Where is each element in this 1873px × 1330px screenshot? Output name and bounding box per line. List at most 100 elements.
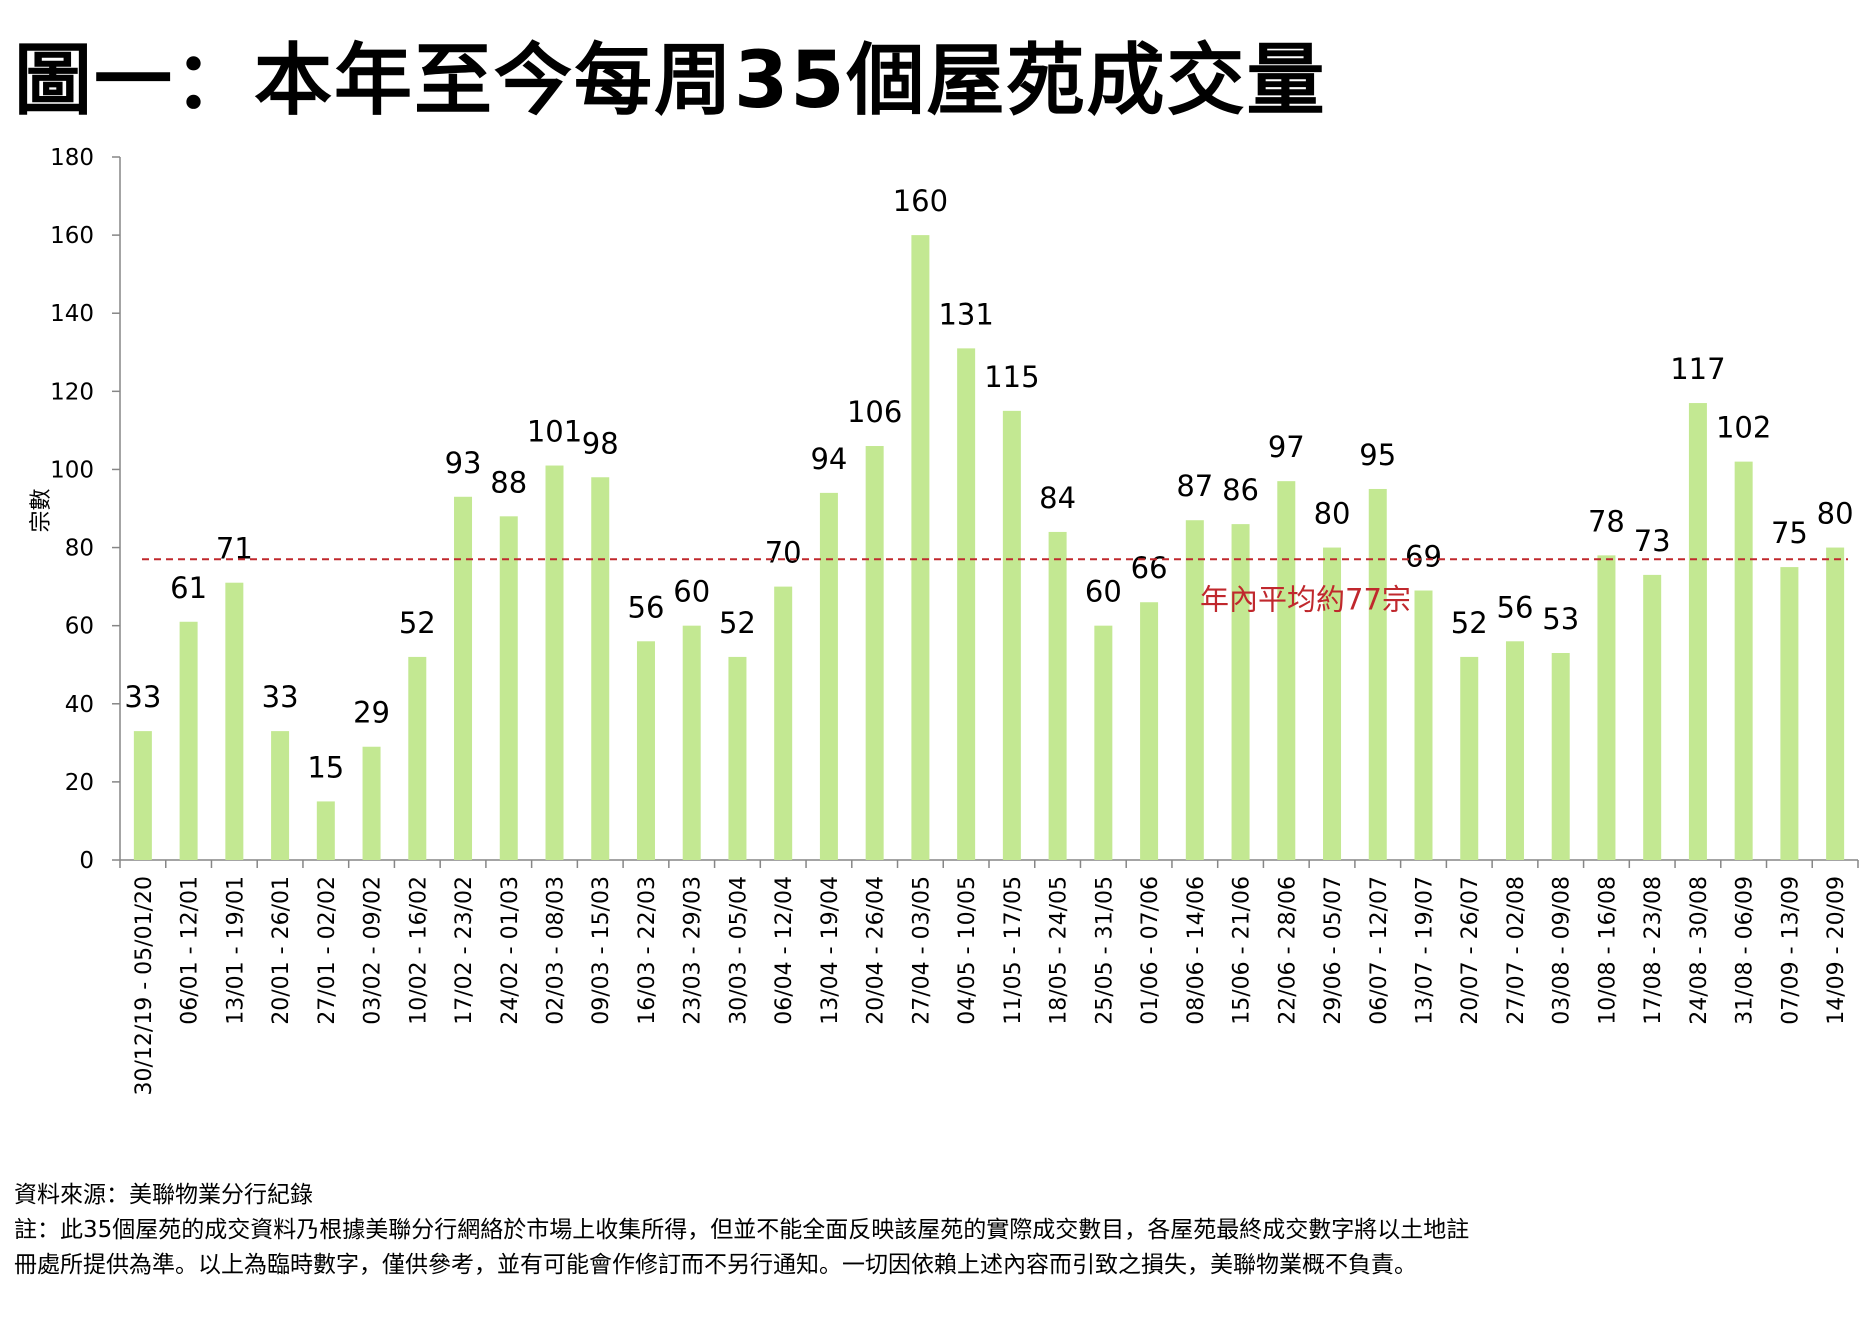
bar [1185,520,1204,860]
x-tick-label: 30/03 - 05/04 [726,876,751,1025]
x-tick-label: 06/01 - 12/01 [178,876,203,1025]
bar [911,235,930,861]
y-tick-label: 100 [50,457,94,483]
x-tick-label: 01/06 - 07/06 [1138,876,1163,1025]
x-tick-label: 15/06 - 21/06 [1230,876,1255,1025]
y-tick-label: 0 [79,848,94,874]
x-tick-label: 27/01 - 02/02 [315,876,340,1025]
data-label: 95 [1359,438,1396,472]
bar [1368,488,1387,860]
bar [1002,410,1021,860]
bar [225,582,244,860]
data-label: 78 [1588,504,1625,538]
bar [1734,461,1753,860]
bar [1277,481,1296,860]
data-label: 52 [719,606,756,640]
bar [499,516,518,860]
x-tick-label: 03/08 - 09/08 [1550,876,1575,1025]
bar [1826,547,1845,860]
page-title: 圖一：本年至今每周35個屋苑成交量 [14,36,1327,126]
data-label: 98 [582,426,619,460]
average-line-label: 年內平均約77宗 [1200,582,1411,616]
data-label: 84 [1039,481,1076,515]
x-tick-label: 29/06 - 05/07 [1321,876,1346,1025]
data-label: 60 [1085,575,1122,609]
x-tick-label: 13/04 - 19/04 [818,876,843,1025]
data-label: 53 [1542,602,1579,636]
data-label: 69 [1405,540,1442,574]
data-label: 117 [1670,352,1725,386]
x-tick-label: 11/05 - 17/05 [1001,876,1026,1025]
x-tick-label: 08/06 - 14/06 [1184,876,1209,1025]
bar [1505,641,1524,860]
y-tick-label: 40 [65,692,94,718]
x-tick-label: 04/05 - 10/05 [955,876,980,1025]
x-tick-label: 23/03 - 29/03 [681,876,706,1025]
data-label: 73 [1634,524,1671,558]
bar [454,496,473,860]
data-label: 93 [445,446,482,480]
bar [1323,547,1342,860]
y-tick-label: 180 [50,145,94,171]
bar [1140,602,1159,860]
bar [957,348,976,860]
bar [819,492,838,860]
data-label: 88 [490,465,527,499]
data-label: 86 [1222,473,1259,507]
data-label: 131 [938,297,993,331]
bar-chart: 0 20 40 60 80 100 120 140 160 180 宗數 33 30/12/19 - 0… [29,145,1859,1096]
data-label: 66 [1131,551,1168,585]
bar [1643,574,1662,860]
note-line-2: 冊處所提供為準。以上為臨時數字，僅供參考，並有可能會作修訂而不另行通知。一切因依… [14,1252,1417,1278]
bar [1414,590,1433,860]
x-tick-label: 22/06 - 28/06 [1275,876,1300,1025]
bar [179,621,198,860]
x-tick-label: 02/03 - 08/03 [544,876,569,1025]
bar [1780,567,1799,860]
bar [316,801,335,860]
bar [1460,656,1479,860]
x-tick-label: 27/07 - 02/08 [1504,876,1529,1025]
data-label: 101 [527,415,582,449]
x-tick-label: 18/05 - 24/05 [1047,876,1072,1025]
bar [728,656,747,860]
x-tick-label: 20/01 - 26/01 [269,876,294,1025]
x-tick-label: 25/05 - 31/05 [1092,876,1117,1025]
data-label: 87 [1176,469,1213,503]
y-tick-label: 140 [50,301,94,327]
bar [362,746,381,860]
x-tick-label: 06/07 - 12/07 [1367,876,1392,1025]
bar [1551,653,1570,860]
y-tick-label: 80 [65,536,94,562]
x-tick-label: 09/03 - 15/03 [589,876,614,1025]
bar [1048,531,1067,860]
data-label: 61 [170,571,207,605]
x-tick-label: 13/01 - 19/01 [223,876,248,1025]
data-label: 56 [628,590,665,624]
data-label: 29 [353,696,390,730]
data-label: 106 [847,395,902,429]
x-tick-label: 06/04 - 12/04 [772,876,797,1025]
x-tick-label: 20/07 - 26/07 [1458,876,1483,1025]
y-axis-label: 宗數 [29,488,54,532]
bar [1688,403,1707,860]
x-tick-label: 14/09 - 20/09 [1824,876,1849,1025]
x-tick-label: 31/08 - 06/09 [1733,876,1758,1025]
bar [682,625,701,860]
data-label: 56 [1497,590,1534,624]
x-tick-label: 27/04 - 03/05 [909,876,934,1025]
bar [271,731,290,860]
data-label: 33 [262,680,299,714]
data-label: 80 [1314,497,1351,531]
x-tick-label: 16/03 - 22/03 [635,876,660,1025]
x-tick-label: 10/02 - 16/02 [406,876,431,1025]
bar [408,656,427,860]
x-tick-label: 07/09 - 13/09 [1778,876,1803,1025]
y-tick-label: 120 [50,379,94,405]
x-tick-label: 13/07 - 19/07 [1413,876,1438,1025]
data-label: 97 [1268,430,1305,464]
x-tick-label: 20/04 - 26/04 [864,876,889,1025]
data-label: 71 [216,532,253,566]
data-label: 33 [124,680,161,714]
data-label: 60 [673,575,710,609]
